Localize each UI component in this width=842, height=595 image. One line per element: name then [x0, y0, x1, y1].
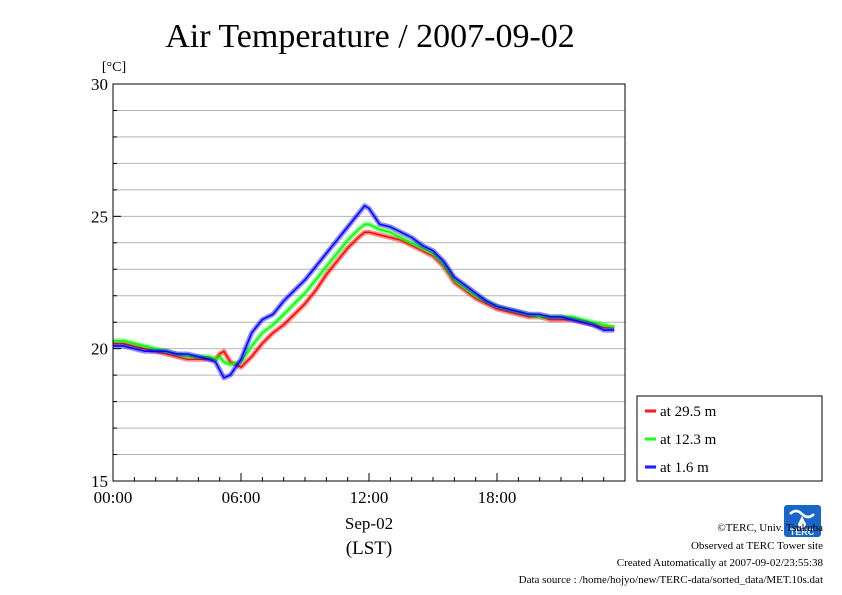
x-tick-label: 00:00: [94, 488, 133, 507]
x-tick-label: 18:00: [478, 488, 517, 507]
x-tz-label: (LST): [346, 538, 392, 559]
series-line-2: [113, 223, 615, 366]
axis-ticks: 15 20 25 30 00:00 06:00 12:00 18:00: [91, 75, 626, 507]
series-line-3: [113, 204, 615, 379]
wave-icon: [789, 509, 815, 519]
x-tick-label: 12:00: [350, 488, 389, 507]
y-tick-label: 30: [91, 75, 108, 94]
logo-text: TERC: [790, 527, 815, 537]
y-tick-label: 15: [91, 472, 108, 491]
x-tick-label: 06:00: [222, 488, 261, 507]
credit-observed: Observed at TERC Tower site: [691, 540, 823, 552]
water-drop-icon: [798, 516, 806, 528]
legend-label: at 1.6 m: [660, 460, 709, 476]
credit-created: Created Automatically at 2007-09-02/23:5…: [617, 557, 824, 569]
series-lines: [113, 203, 615, 381]
y-unit-label: [°C]: [102, 60, 126, 75]
y-tick-label: 25: [91, 207, 108, 226]
plot-frame: [112, 83, 626, 482]
series-line-halo-2: [113, 221, 615, 367]
credit-copyright: ©TERC, Univ. Tsukuba: [717, 522, 823, 534]
grid: [113, 109, 625, 456]
legend-label: at 12.3 m: [660, 432, 717, 448]
credit-source: Data source : /home/hojyo/new/TERC-data/…: [519, 574, 823, 586]
x-date-label: Sep-02: [345, 514, 393, 533]
legend-label: at 29.5 m: [660, 404, 717, 420]
legend: at 29.5 m at 12.3 m at 1.6 m: [636, 395, 823, 482]
legend-box: [636, 395, 823, 482]
terc-logo: TERC: [784, 505, 821, 537]
series-line-halo-1: [113, 229, 615, 370]
chart-title: Air Temperature / 2007-09-02: [165, 18, 575, 55]
y-tick-label: 20: [91, 340, 108, 359]
series-line-1: [113, 231, 615, 368]
